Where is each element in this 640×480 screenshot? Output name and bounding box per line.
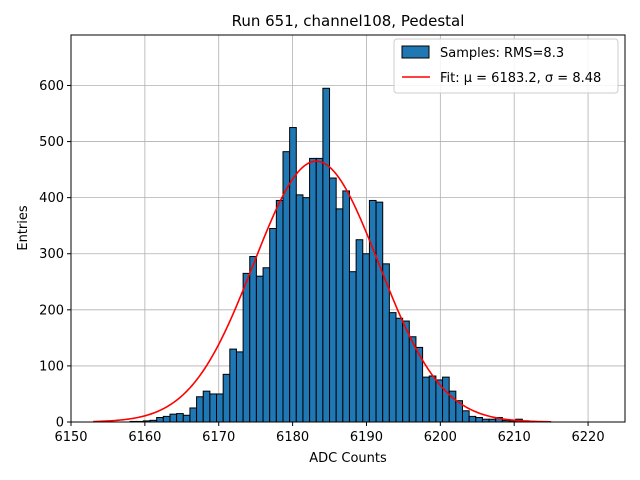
histogram-bar [368, 199, 377, 423]
legend: Samples: RMS=8.3 Fit: μ = 6183.2, σ = 8.… [393, 38, 619, 94]
histogram-bar [222, 373, 231, 423]
histogram-bar [255, 275, 264, 423]
histogram-bar [262, 267, 271, 423]
histogram-bar [249, 256, 257, 423]
histogram-bar [275, 199, 284, 423]
histogram-bar [348, 271, 357, 423]
histogram-bar [388, 312, 397, 423]
x-tick-label: 6170 [202, 430, 235, 445]
x-tick-label: 6190 [350, 430, 383, 445]
y-tick-label: 400 [39, 191, 64, 206]
histogram-bar [342, 190, 350, 423]
histogram-bar [189, 407, 198, 423]
histogram-bar [229, 348, 237, 423]
histogram-bar [182, 414, 191, 423]
histogram-bar [156, 417, 164, 423]
y-tick-label: 100 [39, 359, 64, 374]
histogram-bar [461, 410, 470, 423]
histogram-bar [468, 415, 477, 423]
histogram-bar [402, 320, 410, 423]
histogram-bar [422, 376, 430, 423]
histogram-bar [355, 239, 364, 423]
histogram-bar [322, 87, 331, 423]
histogram-bar [309, 157, 317, 423]
histogram-bar [289, 127, 297, 423]
y-tick-label: 200 [39, 303, 64, 318]
legend-label-fit: Fit: μ = 6183.2, σ = 8.48 [440, 71, 601, 86]
fit-curve-group [93, 160, 552, 423]
histogram-bar [302, 197, 311, 423]
x-tick-label: 6210 [498, 430, 531, 445]
x-tick-label: 6200 [424, 430, 457, 445]
histogram-bar [169, 413, 178, 423]
y-tick-label: 600 [39, 79, 64, 94]
histogram-bar [408, 336, 417, 423]
histogram-bar [162, 415, 171, 423]
x-axis-title: ADC Counts [309, 451, 387, 466]
fit-curve [93, 160, 552, 423]
histogram-bar [295, 194, 304, 423]
y-tick-label: 300 [39, 247, 64, 262]
histogram-bar [235, 351, 244, 423]
legend-label-samples: Samples: RMS=8.3 [440, 46, 564, 61]
x-tick-label: 6160 [128, 430, 161, 445]
x-tick-label: 6150 [54, 430, 87, 445]
histogram-bar [242, 272, 251, 423]
histogram-bar [329, 177, 337, 423]
y-axis-title: Entries [16, 205, 31, 251]
axis-ticks: 6150 6160 6170 6180 6190 6200 6210 6220 0 100 200 3… [39, 79, 604, 445]
histogram-bar [442, 376, 450, 423]
histogram-bar [395, 317, 404, 423]
chart-title: Run 651, channel108, Pedestal [232, 12, 465, 30]
y-tick-label: 500 [39, 135, 64, 150]
x-tick-label: 6220 [572, 430, 605, 445]
histogram-bar [475, 417, 483, 423]
histogram-bar [428, 375, 437, 423]
plot-frame [70, 34, 626, 423]
histogram-bar [176, 413, 184, 423]
y-tick-label: 0 [56, 416, 64, 431]
histogram-bar [196, 396, 204, 423]
histogram-bar [315, 157, 324, 423]
histogram-bar [209, 393, 218, 423]
legend-box [393, 38, 619, 94]
histogram-bar [335, 208, 344, 423]
legend-bar-swatch [401, 45, 430, 59]
histogram-bar [202, 390, 211, 423]
x-tick-label: 6180 [276, 430, 309, 445]
histogram-bar [269, 228, 277, 423]
histogram-bar [375, 201, 384, 423]
histogram-bar [216, 393, 224, 423]
histogram-bar [362, 253, 370, 423]
